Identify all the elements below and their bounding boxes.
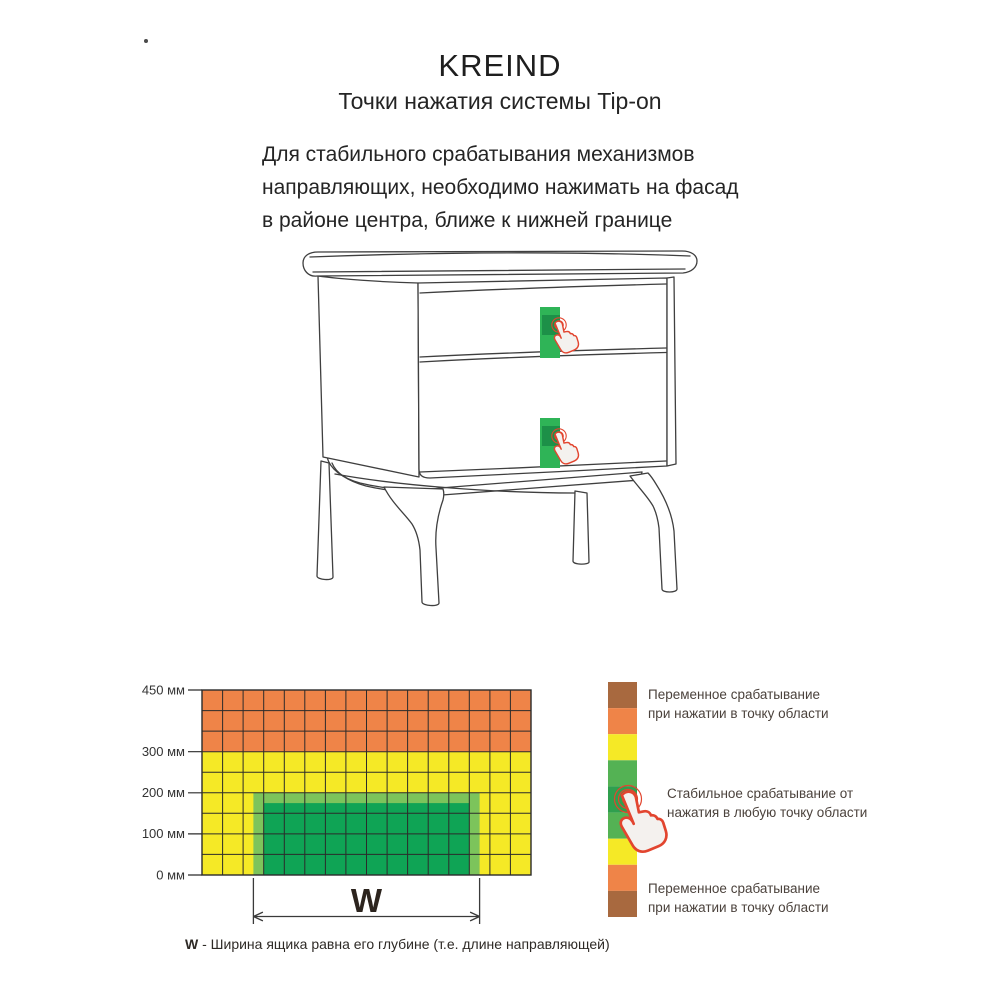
cabinet-front-face xyxy=(417,277,668,479)
legend-swatch-yellow-top xyxy=(608,734,637,761)
pressure-zone-diagram: 450 мм 300 мм 200 мм 100 мм 0 мм W xyxy=(142,683,532,924)
cabinet-drawing xyxy=(302,250,698,607)
cabinet-front-right-leg xyxy=(629,472,678,593)
width-label: W xyxy=(351,882,383,919)
press-zone-2 xyxy=(540,418,580,468)
legend-item-label: Переменное срабатывание xyxy=(648,687,821,702)
grid-lines xyxy=(202,690,531,875)
intro-line: Для стабильного срабатывания механизмов xyxy=(262,143,695,166)
intro-line: направляющих, необходимо нажимать на фас… xyxy=(262,176,739,199)
cabinet-right-post xyxy=(666,276,677,467)
legend-item-variable-bottom: Переменное срабатывание при нажатии в то… xyxy=(648,879,829,917)
cabinet-front-left-leg xyxy=(383,486,445,607)
width-arrow xyxy=(252,878,481,924)
drawer-top-edge xyxy=(419,283,667,294)
width-caption: W - Ширина ящика равна его глубине (т.е.… xyxy=(185,936,610,952)
grid-border xyxy=(201,689,532,876)
legend-swatch-orange-top xyxy=(608,708,637,735)
y-axis-label: 200 мм xyxy=(142,785,185,800)
legend-item-label: нажатия в любую точку области xyxy=(667,805,868,820)
width-caption-prefix: W xyxy=(185,936,199,952)
stray-dot xyxy=(144,39,148,43)
cabinet-back-left-leg xyxy=(316,460,334,581)
cabinet-back-right-leg xyxy=(572,490,590,565)
intro-line: в районе центра, ближе к нижней границе xyxy=(262,209,673,232)
intro-text: Для стабильного срабатывания механизмов … xyxy=(262,138,782,237)
cabinet-side-panel xyxy=(317,275,420,478)
legend-item-stable: Стабильное срабатывание от нажатия в люб… xyxy=(667,784,867,822)
legend-swatch-green-top xyxy=(608,760,637,787)
legend-item-variable-top: Переменное срабатывание при нажатии в то… xyxy=(648,685,829,723)
y-axis-label: 100 мм xyxy=(142,826,185,841)
width-caption-text: - Ширина ящика равна его глубине (т.е. д… xyxy=(202,936,610,952)
page-title: KREIND xyxy=(438,48,562,83)
press-zone-1 xyxy=(540,307,580,358)
page-subtitle: Точки нажатия системы Tip-on xyxy=(338,88,662,114)
legend-swatch-brown-top xyxy=(608,682,637,709)
legend-item-label: при нажатии в точку области xyxy=(648,900,829,915)
legend-item-label: при нажатии в точку области xyxy=(648,706,829,721)
y-axis-label: 450 мм xyxy=(142,683,185,698)
cabinet-back-rail xyxy=(334,473,576,494)
y-axis-label: 0 мм xyxy=(156,867,185,882)
legend-item-label: Стабильное срабатывание от xyxy=(667,786,854,801)
legend-swatch-brown-bottom xyxy=(608,890,637,917)
legend-tap-icon xyxy=(613,784,668,854)
y-axis-ticks xyxy=(188,689,202,876)
cabinet-top-bevel xyxy=(309,252,691,273)
legend-swatch-orange-bottom xyxy=(608,864,637,891)
legend-color-bar xyxy=(608,682,668,917)
legend-item-label: Переменное срабатывание xyxy=(648,881,821,896)
y-axis-label: 300 мм xyxy=(142,744,185,759)
